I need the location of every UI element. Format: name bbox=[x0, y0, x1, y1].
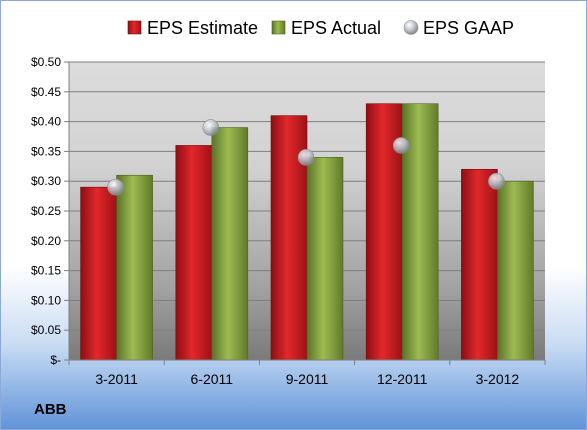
y-tick-label: $0.50 bbox=[31, 55, 61, 69]
x-tick-label: 3-2011 bbox=[95, 371, 138, 387]
legend: EPS Estimate EPS Actual EPS GAAP bbox=[127, 18, 514, 38]
eps-gaap-marker bbox=[107, 178, 124, 196]
y-tick-label: $0.25 bbox=[31, 204, 61, 218]
eps-estimate-bar bbox=[175, 145, 213, 361]
y-tick-label: $0.40 bbox=[31, 115, 61, 129]
legend-swatch bbox=[271, 20, 286, 35]
eps-actual-bar bbox=[306, 157, 344, 361]
x-tick-label: 9-2011 bbox=[286, 371, 329, 387]
y-tick-label: $0.35 bbox=[31, 144, 61, 158]
gaap-markers bbox=[107, 119, 505, 196]
eps-gaap-marker bbox=[488, 172, 505, 190]
y-tick-label: $0.30 bbox=[31, 174, 61, 188]
y-tick-label: $0.15 bbox=[31, 264, 61, 278]
eps-gaap-marker bbox=[297, 149, 315, 166]
x-tick-label: 6-2011 bbox=[191, 371, 234, 387]
y-tick-label: $0.45 bbox=[31, 85, 61, 99]
eps-actual-bar bbox=[497, 180, 534, 361]
y-tick-label: $- bbox=[50, 353, 61, 367]
bars bbox=[80, 103, 534, 361]
eps-gaap-marker bbox=[202, 119, 220, 136]
x-tick-label: 3-2012 bbox=[476, 371, 520, 387]
y-tick-label: $0.10 bbox=[31, 293, 61, 307]
eps-gaap-marker bbox=[392, 137, 410, 154]
x-tick-label: 12-2011 bbox=[377, 371, 428, 387]
y-axis: $- $0.05 $0.10 $0.15 $0.20 $0.25 $0.30 $0.35 $0.… bbox=[31, 55, 70, 367]
legend-swatch bbox=[127, 20, 142, 35]
legend-swatch bbox=[403, 20, 419, 35]
y-tick-label: $0.05 bbox=[31, 323, 61, 337]
x-axis: 3-2011 6-2011 9-2011 12-2011 3-2012 bbox=[68, 359, 546, 387]
eps-estimate-bar bbox=[80, 186, 117, 361]
eps-actual-bar bbox=[116, 174, 153, 361]
legend-label: EPS Estimate bbox=[147, 18, 258, 38]
y-tick-label: $0.20 bbox=[31, 234, 61, 248]
eps-actual-bar bbox=[211, 127, 249, 361]
legend-label: EPS GAAP bbox=[423, 18, 514, 38]
eps-estimate-bar bbox=[461, 168, 498, 361]
company-label: ABB bbox=[34, 401, 67, 418]
legend-label: EPS Actual bbox=[291, 18, 381, 38]
